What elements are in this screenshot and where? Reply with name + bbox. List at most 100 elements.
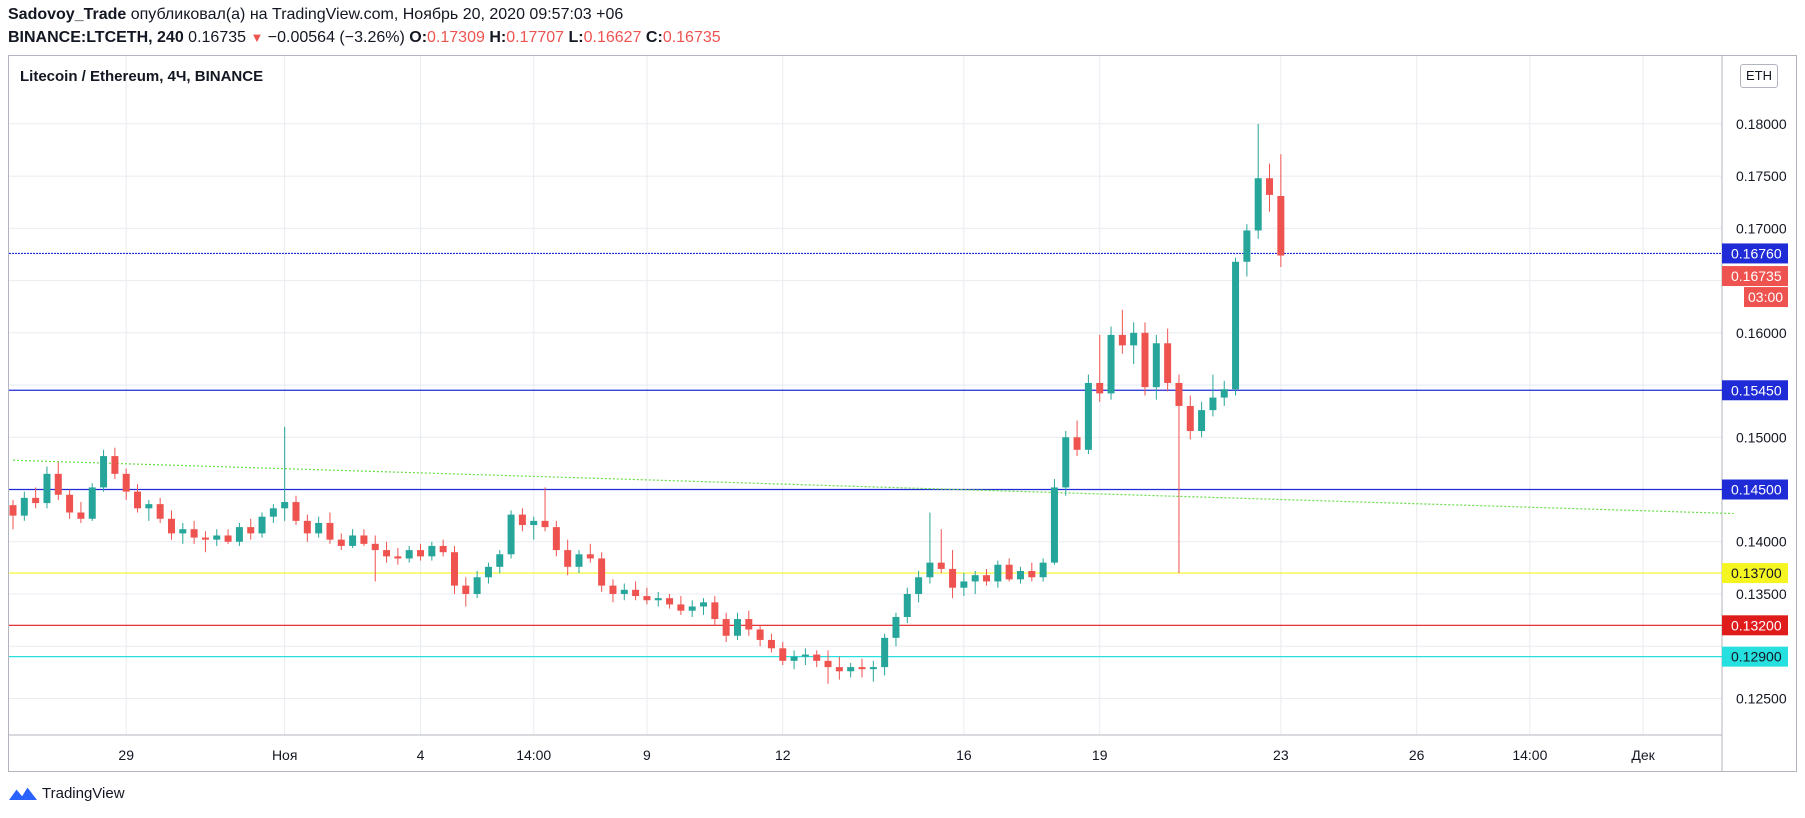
- candle-body: [258, 516, 266, 534]
- candle-body: [1062, 437, 1070, 488]
- price-level-badge-label: 0.13200: [1731, 617, 1782, 633]
- candle-body: [1266, 178, 1274, 195]
- high-value: 0.17707: [506, 29, 565, 46]
- candle-body: [756, 629, 764, 640]
- candle-body: [349, 535, 357, 546]
- candle-body: [530, 520, 538, 526]
- candle-body: [1186, 405, 1194, 432]
- candle-body: [1232, 261, 1240, 390]
- candle-body: [111, 456, 119, 474]
- candle-body: [767, 639, 775, 649]
- candle-body: [892, 616, 900, 638]
- candle-body: [813, 654, 821, 661]
- candle-body: [383, 550, 391, 557]
- candle-body: [292, 502, 300, 521]
- candle-body: [462, 585, 470, 594]
- candle-body: [1039, 562, 1047, 578]
- candle-body: [77, 512, 85, 519]
- candle-body: [745, 619, 753, 630]
- price-level-badge: [1722, 380, 1788, 401]
- candle-body: [43, 473, 51, 504]
- ohlc-header: BINANCE:LTCETH, 240 0.16735 ▼ −0.00564 (…: [8, 29, 721, 47]
- candle-body: [1141, 332, 1149, 388]
- candle-body: [224, 535, 232, 542]
- price-level-badge-label: 0.15450: [1731, 382, 1782, 398]
- chart-frame[interactable]: [8, 55, 1797, 772]
- candle-body: [145, 504, 153, 509]
- candle-body: [598, 558, 606, 586]
- candle-body: [88, 487, 96, 519]
- candle-body: [983, 575, 991, 582]
- tradingview-logo-icon: [9, 786, 37, 800]
- candle-body: [235, 527, 243, 542]
- price-axis: 0.12500 0.13500 0.14000 0.15000 0.16000 0.170…: [1722, 116, 1788, 706]
- candle-body: [417, 550, 425, 557]
- author-name: Sadovoy_Trade: [8, 6, 127, 23]
- candle-body: [20, 497, 28, 516]
- horizontal-levels: [9, 252, 1722, 658]
- candle-body: [1175, 382, 1183, 406]
- last-price-badge: [1722, 266, 1788, 287]
- candle-body: [654, 598, 662, 601]
- price-level-badge-label: 0.16760: [1731, 245, 1782, 261]
- price-tick-label: 0.16000: [1736, 325, 1787, 341]
- candle-body: [1028, 570, 1036, 578]
- price-tick-label: 0.12500: [1736, 690, 1787, 706]
- open-label: O:: [409, 29, 428, 46]
- candle-body: [1254, 178, 1262, 231]
- price-tick-label: 0.17000: [1736, 220, 1787, 236]
- price-tick-label: 0.17500: [1736, 168, 1787, 184]
- candle-body: [722, 619, 730, 636]
- last-price: 0.16735: [188, 29, 247, 46]
- footer-brand[interactable]: TradingView: [8, 784, 125, 802]
- candle-body: [801, 654, 809, 657]
- candles: [9, 123, 1285, 684]
- candle-body: [190, 529, 198, 538]
- candle-body: [1209, 397, 1217, 411]
- candle-body: [213, 535, 221, 540]
- candle-body: [632, 589, 640, 597]
- price-level-badge: [1722, 646, 1788, 667]
- time-tick-label: 14:00: [516, 747, 551, 763]
- price-level-badge: [1722, 243, 1788, 264]
- candle-body: [371, 543, 379, 551]
- candle-body: [303, 520, 311, 534]
- candle-body: [9, 505, 17, 516]
- candle-body: [847, 667, 855, 672]
- candle-body: [869, 667, 877, 670]
- currency-badge[interactable]: ETH: [1740, 64, 1778, 88]
- candle-body: [1243, 230, 1251, 262]
- candle-body: [405, 550, 413, 559]
- candle-body: [315, 522, 323, 534]
- publish-header: Sadovoy_Trade опубликовал(а) на TradingV…: [8, 6, 623, 24]
- time-tick-label: Дек: [1631, 747, 1655, 763]
- trendline: [12, 459, 1734, 515]
- candle-body: [269, 508, 277, 517]
- candle-body: [733, 619, 741, 636]
- low-label: L:: [568, 29, 584, 46]
- candle-body: [1016, 570, 1024, 580]
- candle-body: [496, 554, 504, 567]
- price-tick-label: 0.14000: [1736, 534, 1787, 550]
- candle-body: [677, 604, 685, 611]
- down-arrow-icon: ▼: [250, 30, 264, 45]
- time-tick-label: 26: [1409, 747, 1425, 763]
- candle-body: [134, 491, 142, 509]
- candle-body: [518, 514, 526, 526]
- candle-body: [620, 589, 628, 594]
- price-tick-label: 0.18000: [1736, 116, 1787, 132]
- time-tick-label: 19: [1092, 747, 1108, 763]
- price-level-badge: [1722, 479, 1788, 500]
- candle-body: [156, 504, 164, 519]
- price-level-badge: [1722, 615, 1788, 636]
- candle-body: [450, 552, 458, 586]
- candle-body: [100, 456, 108, 488]
- candle-body: [643, 596, 651, 601]
- candle-body: [552, 527, 560, 551]
- price-level-badge-label: 0.12900: [1731, 649, 1782, 665]
- trendline-dotted: [12, 459, 1734, 515]
- candle-body: [484, 566, 492, 578]
- candle-body: [903, 593, 911, 617]
- candle-body: [201, 537, 209, 540]
